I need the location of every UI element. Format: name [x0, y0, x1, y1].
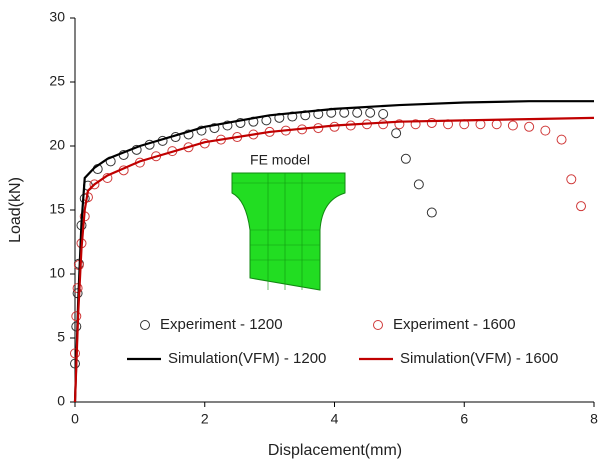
page: FE model Displacement(mm) Load(kN) 0 5 10 1… [0, 0, 600, 469]
annotation: FE model [250, 152, 310, 168]
data-point [401, 154, 410, 163]
legend-label: Experiment - 1600 [393, 316, 516, 333]
legend-marker [374, 321, 383, 330]
data-point [567, 175, 576, 184]
data-point [392, 129, 401, 138]
data-point [353, 108, 362, 117]
y-tick-label: 15 [49, 201, 65, 217]
y-tick-label: 25 [49, 73, 65, 89]
data-point [414, 180, 423, 189]
x-tick-label: 8 [590, 411, 598, 427]
y-tick-label: 30 [49, 9, 65, 25]
x-tick-label: 6 [460, 411, 468, 427]
x-tick-label: 4 [331, 411, 339, 427]
data-point [492, 120, 501, 129]
data-point [541, 126, 550, 135]
y-tick-label: 5 [57, 329, 65, 345]
y-axis-label: Load(kN) [7, 177, 24, 243]
data-point [508, 121, 517, 130]
data-point [427, 118, 436, 127]
data-point [366, 108, 375, 117]
y-tick-label: 20 [49, 137, 65, 153]
data-point [379, 120, 388, 129]
legend-marker [141, 321, 150, 330]
legend: Experiment - 1200 Experiment - 1600 Simula… [127, 316, 558, 367]
data-point [525, 122, 534, 131]
x-tick-label: 0 [71, 411, 79, 427]
x-axis-label: Displacement(mm) [268, 442, 402, 459]
data-point [427, 208, 436, 217]
data-point [577, 202, 586, 211]
legend-label: Experiment - 1200 [160, 316, 283, 333]
legend-label: Simulation(VFM) - 1600 [400, 350, 558, 367]
legend-label: Simulation(VFM) - 1200 [168, 350, 326, 367]
data-point [72, 312, 81, 321]
y-tick-label: 0 [57, 393, 65, 409]
chart: FE model Displacement(mm) Load(kN) 0 5 10 1… [0, 0, 600, 464]
fe-mesh [232, 173, 345, 290]
data-point [379, 110, 388, 119]
y-tick-label: 10 [49, 265, 65, 281]
data-point [557, 135, 566, 144]
fe-model: FE model [232, 152, 345, 290]
x-tick-label: 2 [201, 411, 209, 427]
